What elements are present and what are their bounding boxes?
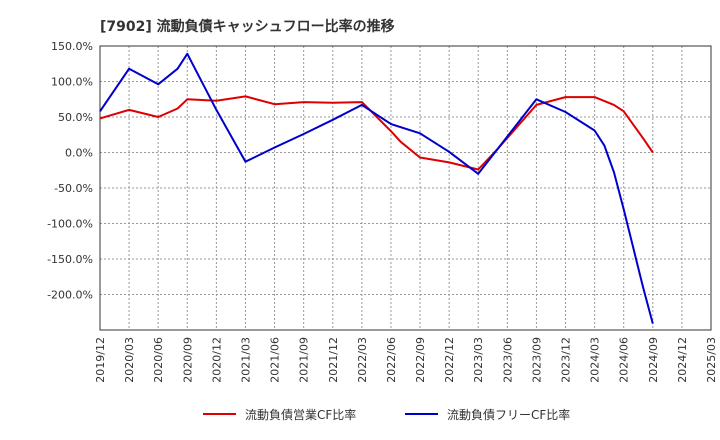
plot-frame: [99, 45, 712, 331]
y-tick-label: -100.0%: [47, 218, 93, 231]
x-tick-label: 2024/06: [618, 337, 631, 383]
y-tick-label: -50.0%: [54, 182, 93, 195]
x-tick-label: 2023/12: [560, 337, 573, 383]
y-tick-label: -150.0%: [47, 253, 93, 266]
x-tick-label: 2022/03: [356, 337, 369, 383]
chart-title: [7902] 流動負債キャッシュフロー比率の推移: [100, 18, 395, 35]
x-tick-label: 2019/12: [94, 337, 107, 383]
series-lines: [99, 52, 654, 324]
legend-label-0: 流動負債営業CF比率: [245, 407, 356, 422]
x-tick-label: 2023/09: [530, 337, 543, 383]
y-tick-label: -200.0%: [47, 289, 93, 302]
x-tick-label: 2020/09: [181, 337, 194, 383]
series-line-0: [99, 95, 654, 171]
x-tick-label: 2023/06: [501, 337, 514, 383]
x-tick-label: 2021/06: [269, 337, 282, 383]
legend-label-1: 流動負債フリーCF比率: [447, 407, 570, 422]
y-tick-label: 0.0%: [65, 147, 93, 160]
y-tick-label: 50.0%: [58, 111, 93, 124]
x-tick-label: 2022/12: [443, 337, 456, 383]
x-tick-label: 2021/03: [239, 337, 252, 383]
x-tick-label: 2022/06: [385, 337, 398, 383]
x-tick-label: 2024/09: [647, 337, 660, 383]
x-axis: 2019/12 2020/03 2020/06 2020/09 2020/12 2021/…: [94, 337, 718, 383]
x-tick-label: 2024/03: [589, 337, 602, 383]
grid: [100, 45, 711, 330]
y-axis: 150.0% 100.0% 50.0% 0.0% -50.0% -100.0% -150.0…: [47, 40, 93, 302]
legend: 流動負債営業CF比率 流動負債フリーCF比率: [203, 407, 570, 422]
y-tick-label: 100.0%: [51, 76, 93, 89]
x-tick-label: 2021/12: [327, 337, 340, 383]
x-tick-label: 2023/03: [472, 337, 485, 383]
x-tick-label: 2020/06: [152, 337, 165, 383]
x-tick-label: 2022/09: [414, 337, 427, 383]
x-tick-label: 2020/03: [123, 337, 136, 383]
x-tick-label: 2024/12: [676, 337, 689, 383]
x-tick-label: 2020/12: [210, 337, 223, 383]
series-line-1: [99, 52, 654, 324]
x-tick-label: 2025/03: [705, 337, 718, 383]
x-tick-label: 2021/09: [298, 337, 311, 383]
y-tick-label: 150.0%: [51, 40, 93, 53]
